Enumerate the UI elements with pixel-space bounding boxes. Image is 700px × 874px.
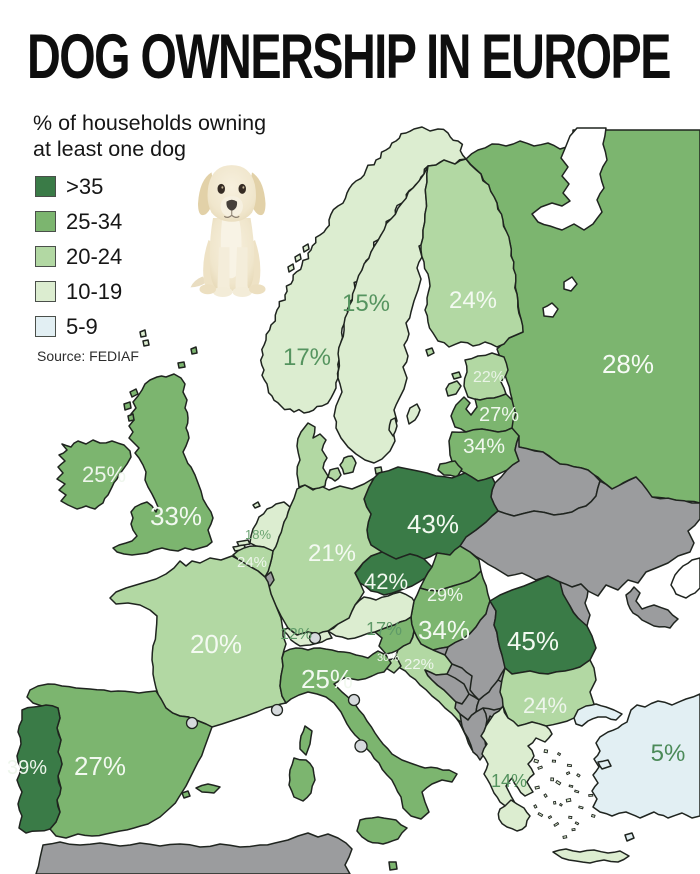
svg-text:33%: 33%: [150, 501, 202, 531]
svg-text:39%: 39%: [7, 757, 47, 779]
svg-text:24%: 24%: [449, 287, 497, 314]
svg-text:28%: 28%: [602, 349, 654, 379]
svg-text:42%: 42%: [364, 569, 408, 594]
svg-text:5%: 5%: [651, 740, 686, 767]
svg-text:20%: 20%: [190, 629, 242, 659]
svg-text:22%: 22%: [473, 369, 505, 386]
svg-text:25%: 25%: [82, 462, 126, 487]
svg-text:12%: 12%: [280, 626, 312, 643]
svg-text:22%: 22%: [404, 656, 434, 673]
svg-text:24%: 24%: [237, 554, 267, 571]
svg-text:15%: 15%: [342, 290, 390, 317]
svg-text:34%: 34%: [418, 615, 470, 645]
svg-text:17%: 17%: [283, 344, 331, 371]
svg-text:27%: 27%: [479, 404, 519, 426]
svg-text:17%: 17%: [366, 619, 402, 639]
svg-text:27%: 27%: [74, 751, 126, 781]
svg-text:29%: 29%: [427, 585, 463, 605]
svg-text:34%: 34%: [463, 435, 505, 458]
svg-text:30%: 30%: [377, 652, 399, 664]
svg-text:18%: 18%: [245, 527, 271, 542]
svg-text:43%: 43%: [407, 509, 459, 539]
svg-text:24%: 24%: [523, 693, 567, 718]
svg-text:45%: 45%: [507, 626, 559, 656]
svg-text:21%: 21%: [308, 540, 356, 567]
svg-text:25%: 25%: [301, 664, 353, 694]
svg-text:14%: 14%: [491, 771, 527, 791]
